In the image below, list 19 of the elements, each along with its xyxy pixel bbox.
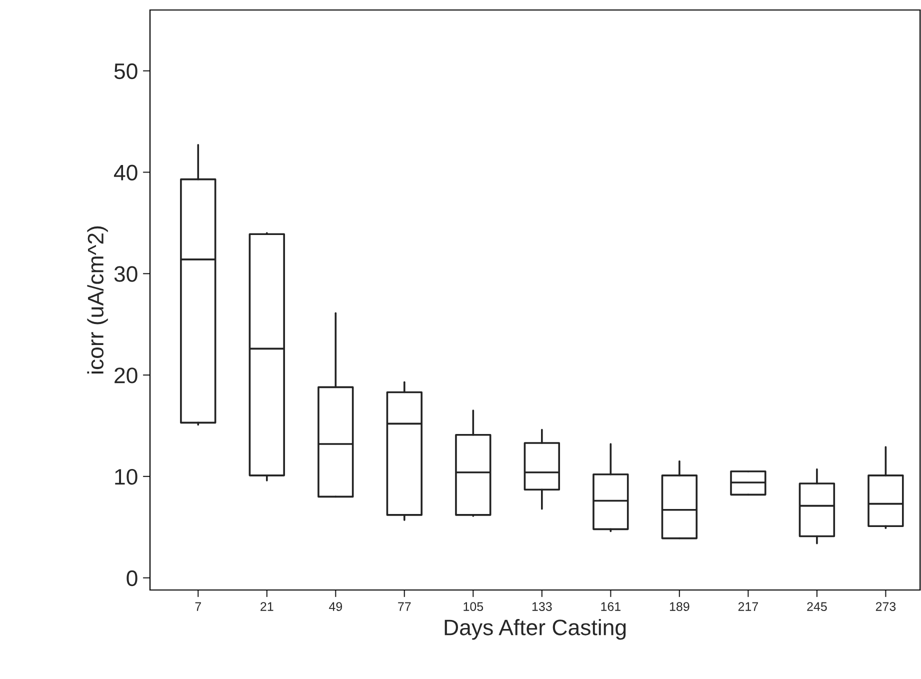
x-tick-label: 245 <box>807 602 827 611</box>
y-tick-label: 0 <box>126 570 138 586</box>
x-tick-label: 217 <box>738 602 758 611</box>
x-tick-label: 49 <box>328 602 342 611</box>
x-tick-label: 21 <box>260 602 274 611</box>
x-tick-label: 105 <box>464 602 484 611</box>
y-tick-label: 10 <box>115 468 138 485</box>
x-tick-label: 161 <box>601 602 620 611</box>
y-tick-label: 40 <box>114 164 138 181</box>
y-tick-label: 50 <box>114 63 138 80</box>
x-tick-label: 189 <box>670 602 690 611</box>
x-tick-label: 7 <box>195 602 201 611</box>
x-tick-label: 273 <box>876 602 896 611</box>
y-tick-label: 30 <box>114 266 138 282</box>
x-axis-title: Days After Casting <box>444 619 626 640</box>
y-axis-title: icorr (uA/cm^2) <box>87 226 108 374</box>
y-tick-label: 20 <box>114 368 138 384</box>
x-tick-label: 133 <box>532 602 552 611</box>
x-tick-label: 77 <box>398 602 411 611</box>
